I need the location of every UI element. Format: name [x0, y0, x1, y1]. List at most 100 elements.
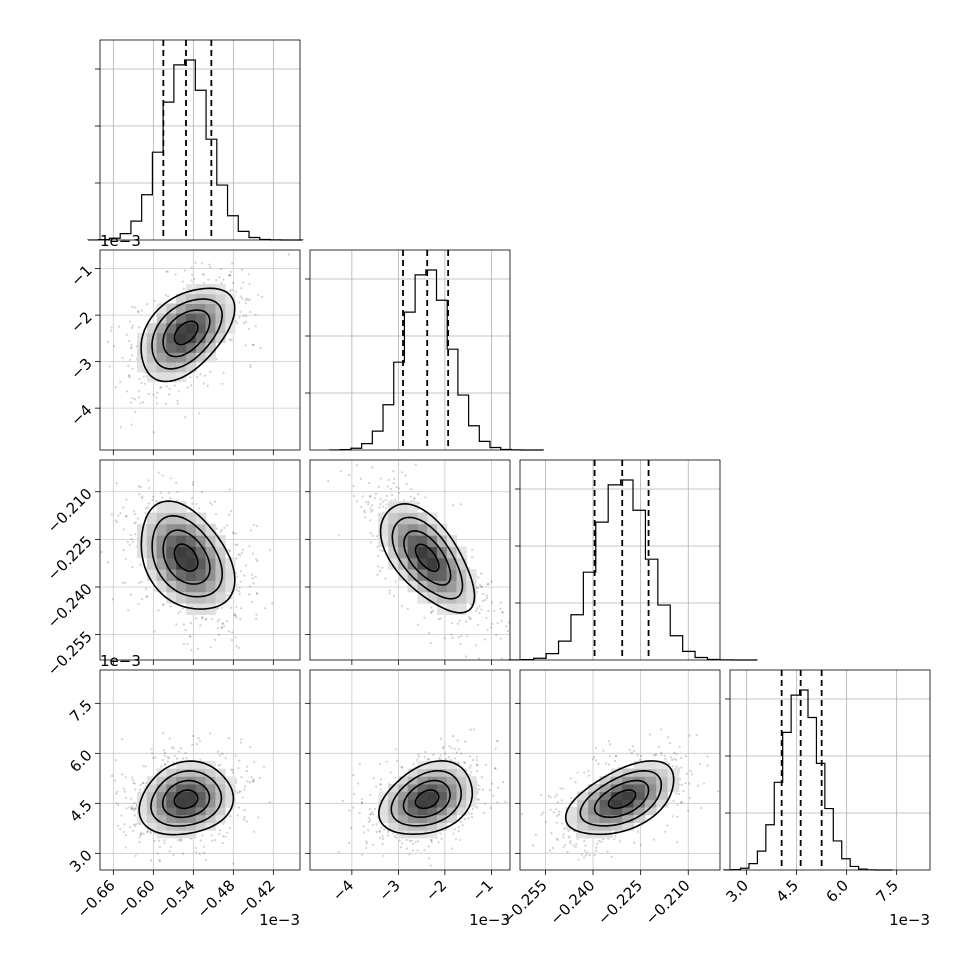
scatter-point [457, 636, 460, 639]
scatter-point [129, 826, 132, 829]
scatter-point [457, 622, 460, 625]
scatter-point [608, 763, 611, 766]
density-cell [667, 783, 680, 793]
hist-panel-3 [723, 669, 931, 871]
scatter-point [562, 833, 565, 836]
density-cell [417, 768, 428, 777]
scatter-point [216, 620, 219, 623]
density-cell [186, 807, 197, 816]
scatter-point [248, 593, 251, 596]
scatter-point [250, 776, 253, 779]
density-cell [156, 352, 167, 363]
density-cell [427, 591, 438, 604]
density-cell [610, 776, 623, 785]
scatter-point [128, 340, 131, 343]
x-tick-label-0-0: −0.66 [74, 876, 119, 921]
scatter-point [352, 774, 355, 777]
density-cell [176, 512, 187, 525]
density-cell [205, 332, 216, 344]
density-cell [225, 580, 236, 593]
scatter-point [121, 356, 124, 359]
density-cell [137, 814, 148, 823]
scatter-point [372, 813, 375, 816]
scatter-point [209, 266, 212, 269]
scatter-point [628, 748, 631, 751]
density-cell [205, 342, 216, 353]
density-cell [166, 776, 177, 785]
scatter-point [146, 506, 149, 509]
scatter-point [202, 281, 206, 284]
density-cell [176, 332, 187, 344]
scatter-point [371, 534, 374, 537]
scatter-point [587, 774, 591, 777]
scatter-point [190, 266, 193, 269]
scatter-point [410, 839, 413, 843]
density-cell [176, 557, 187, 570]
scatter-point [157, 609, 160, 612]
scatter-point [460, 752, 463, 755]
scatter-point [439, 832, 442, 835]
scatter-point [172, 747, 175, 750]
scatter-point [416, 840, 420, 843]
scatter-point [370, 510, 373, 513]
scatter-point [148, 486, 151, 490]
scatter-point [134, 854, 137, 857]
scatter-point [430, 610, 433, 614]
density-cell [195, 303, 207, 314]
density-cell [205, 535, 216, 547]
scatter-point [156, 852, 159, 855]
scatter-point [176, 491, 179, 494]
scatter-point [450, 746, 453, 750]
scatter-point [378, 762, 382, 766]
density-cell [176, 546, 187, 559]
density-cell [588, 791, 601, 800]
scatter-point [541, 811, 545, 814]
scatter-point [394, 776, 397, 779]
scatter-point [248, 545, 251, 548]
scatter-point [369, 793, 372, 797]
x-tick-label-2-1: −0.240 [546, 876, 598, 928]
scatter-point [488, 789, 492, 792]
scatter-point [555, 837, 559, 840]
scatter-point [459, 820, 462, 823]
scatter-point [406, 607, 409, 610]
scatter-point [417, 493, 420, 496]
scatter-point [250, 573, 254, 576]
scatter-point [234, 614, 237, 617]
scatter-point [248, 781, 251, 784]
scatter-point [639, 843, 642, 846]
density-cell [565, 814, 578, 823]
scatter-point [490, 601, 493, 604]
scatter-point [680, 801, 683, 804]
panel-frame [519, 459, 721, 661]
scatter-point [179, 839, 182, 843]
scatter-point [194, 617, 198, 620]
density-cell [195, 352, 207, 363]
scatter-point [449, 759, 452, 762]
contour-3 [140, 287, 236, 383]
scatter-point [209, 645, 212, 649]
scatter-point [412, 842, 415, 846]
scatter-point [471, 758, 475, 762]
scatter-point [167, 295, 170, 298]
scatter-point [225, 619, 228, 623]
scatter-point [365, 846, 368, 849]
scatter-point [371, 811, 374, 814]
scatter-point [177, 390, 180, 393]
density-cell [137, 799, 148, 808]
scatter-point [131, 807, 135, 810]
scatter-point [109, 329, 113, 332]
scatter-point [483, 811, 486, 814]
scatter-point [137, 390, 141, 393]
scatter-point [577, 858, 580, 861]
scatter-point [636, 753, 639, 757]
scatter-point [363, 509, 366, 512]
scatter-point [327, 479, 330, 483]
scatter-point [114, 519, 117, 522]
density-cell [166, 512, 177, 525]
scatter-point [204, 858, 208, 861]
scatter-point [152, 431, 156, 434]
scatter-point [124, 846, 127, 849]
y-tick-label-1-2: −2 [67, 308, 95, 336]
scatter-point [501, 611, 504, 614]
